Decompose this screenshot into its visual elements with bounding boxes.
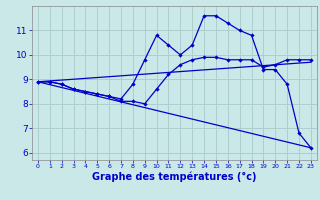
X-axis label: Graphe des températures (°c): Graphe des températures (°c) <box>92 172 257 182</box>
